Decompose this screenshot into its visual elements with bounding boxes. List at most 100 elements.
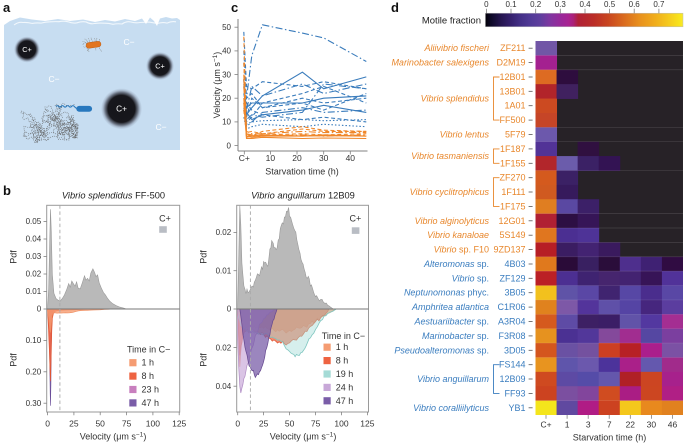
svg-text:F3R08: F3R08 (498, 331, 525, 341)
svg-text:10: 10 (266, 153, 276, 163)
svg-text:Vibrio splendidus: Vibrio splendidus (421, 94, 490, 104)
svg-text:0.03: 0.03 (26, 252, 42, 261)
svg-text:75: 75 (122, 418, 132, 428)
svg-text:100: 100 (334, 418, 348, 428)
svg-text:Pdf: Pdf (9, 250, 19, 264)
svg-text:30: 30 (647, 420, 657, 430)
svg-text:Vibrio cyclitrophicus: Vibrio cyclitrophicus (410, 187, 490, 197)
svg-text:8 h: 8 h (142, 371, 155, 381)
svg-text:3B05: 3B05 (504, 288, 525, 298)
svg-text:Velocity (μm s−1): Velocity (μm s−1) (270, 432, 337, 442)
svg-text:47 h: 47 h (142, 398, 160, 408)
svg-text:10: 10 (222, 118, 231, 127)
svg-text:100: 100 (146, 418, 160, 428)
svg-text:4B03: 4B03 (504, 259, 525, 269)
svg-text:C+: C+ (155, 62, 165, 71)
svg-text:3: 3 (586, 420, 591, 430)
svg-text:FF500: FF500 (499, 115, 525, 125)
svg-text:Marinobacter sp.: Marinobacter sp. (422, 331, 489, 341)
svg-text:0.2: 0.2 (530, 0, 542, 9)
svg-text:20: 20 (222, 94, 231, 103)
svg-text:Starvation time (h): Starvation time (h) (265, 167, 339, 177)
svg-text:1A01: 1A01 (504, 101, 525, 111)
svg-text:1: 1 (565, 420, 570, 430)
svg-text:30: 30 (222, 70, 231, 79)
svg-text:Vibrio splendidus FF-500: Vibrio splendidus FF-500 (62, 191, 165, 201)
svg-text:Vibrio kanaloae: Vibrio kanaloae (427, 230, 489, 240)
svg-text:Amphritea atlantica: Amphritea atlantica (411, 302, 489, 312)
svg-text:0.02: 0.02 (216, 228, 232, 237)
svg-text:13B01: 13B01 (499, 86, 525, 96)
svg-text:24 h: 24 h (336, 382, 354, 392)
svg-text:C+: C+ (239, 153, 250, 163)
svg-text:Time in C−: Time in C− (127, 345, 170, 355)
svg-text:Aestuariibacter sp.: Aestuariibacter sp. (413, 317, 489, 327)
svg-text:Vibrio anguillarum 12B09: Vibrio anguillarum 12B09 (251, 191, 355, 201)
svg-text:FS144: FS144 (499, 360, 526, 370)
svg-text:C−: C− (48, 74, 59, 84)
svg-text:12G01: 12G01 (498, 216, 525, 226)
svg-text:3D05: 3D05 (504, 345, 526, 355)
svg-text:0: 0 (484, 0, 489, 9)
svg-text:Starvation time (h): Starvation time (h) (573, 433, 647, 443)
svg-text:40: 40 (346, 153, 356, 163)
svg-text:0: 0 (227, 305, 232, 314)
svg-text:Aliivibrio fischeri: Aliivibrio fischeri (423, 43, 490, 53)
svg-text:1F175: 1F175 (500, 201, 526, 211)
svg-text:Vibrio sp.: Vibrio sp. (452, 273, 489, 283)
svg-text:ZF270: ZF270 (499, 173, 525, 183)
svg-text:1 h: 1 h (142, 358, 155, 368)
svg-text:75: 75 (311, 418, 321, 428)
svg-text:12B01: 12B01 (499, 72, 525, 82)
svg-text:Vibrio anguillarum: Vibrio anguillarum (417, 374, 489, 384)
svg-text:46: 46 (668, 420, 678, 430)
svg-text:Vibrio lentus: Vibrio lentus (440, 130, 490, 140)
svg-text:A3R04: A3R04 (498, 317, 526, 327)
svg-text:20: 20 (292, 153, 302, 163)
svg-text:C−: C− (123, 37, 134, 47)
svg-text:Pseudoalteromonas sp.: Pseudoalteromonas sp. (394, 345, 489, 355)
svg-text:25: 25 (69, 418, 79, 428)
svg-text:Pdf: Pdf (199, 250, 209, 264)
svg-text:0.02: 0.02 (216, 343, 232, 352)
svg-text:125: 125 (360, 418, 374, 428)
svg-text:C+: C+ (540, 420, 551, 430)
svg-text:C+: C+ (116, 104, 127, 114)
svg-text:C+: C+ (350, 213, 362, 223)
svg-text:0: 0 (37, 305, 42, 314)
svg-text:Marinobacter salexigens: Marinobacter salexigens (391, 58, 489, 68)
svg-text:50: 50 (285, 418, 295, 428)
svg-text:0.04: 0.04 (26, 235, 42, 244)
svg-text:0: 0 (45, 418, 50, 428)
svg-text:7: 7 (607, 420, 612, 430)
svg-text:0.6: 0.6 (629, 0, 641, 9)
svg-text:9ZD137: 9ZD137 (493, 245, 525, 255)
svg-text:0.01: 0.01 (216, 266, 232, 275)
svg-text:19 h: 19 h (336, 369, 354, 379)
svg-text:0.04: 0.04 (216, 382, 232, 391)
svg-text:25: 25 (259, 418, 269, 428)
svg-text:Velocity (μm s−1): Velocity (μm s−1) (80, 432, 147, 442)
svg-text:Velocity (μm s−1): Velocity (μm s−1) (212, 52, 222, 119)
svg-text:8 h: 8 h (336, 356, 349, 366)
svg-text:ZF211: ZF211 (500, 43, 525, 53)
svg-text:Vibrio sp. F10: Vibrio sp. F10 (434, 245, 489, 255)
svg-text:50: 50 (222, 23, 231, 32)
svg-text:22: 22 (626, 420, 636, 430)
svg-text:ZF129: ZF129 (499, 273, 525, 283)
svg-text:40: 40 (222, 47, 231, 56)
svg-text:0: 0 (235, 418, 240, 428)
svg-text:D2M19: D2M19 (496, 58, 525, 68)
svg-text:0.30: 0.30 (26, 399, 42, 408)
svg-text:Pdf: Pdf (199, 353, 209, 367)
svg-text:0.05: 0.05 (26, 217, 42, 226)
svg-text:C1R06: C1R06 (497, 302, 525, 312)
svg-text:Time in C−: Time in C− (322, 331, 365, 341)
svg-text:30: 30 (319, 153, 329, 163)
svg-text:0.01: 0.01 (26, 287, 42, 296)
svg-text:47 h: 47 h (336, 396, 354, 406)
svg-text:C+: C+ (159, 213, 171, 223)
svg-text:Vibrio tasmaniensis: Vibrio tasmaniensis (411, 151, 489, 161)
svg-text:125: 125 (172, 418, 186, 428)
svg-text:5S149: 5S149 (499, 230, 525, 240)
